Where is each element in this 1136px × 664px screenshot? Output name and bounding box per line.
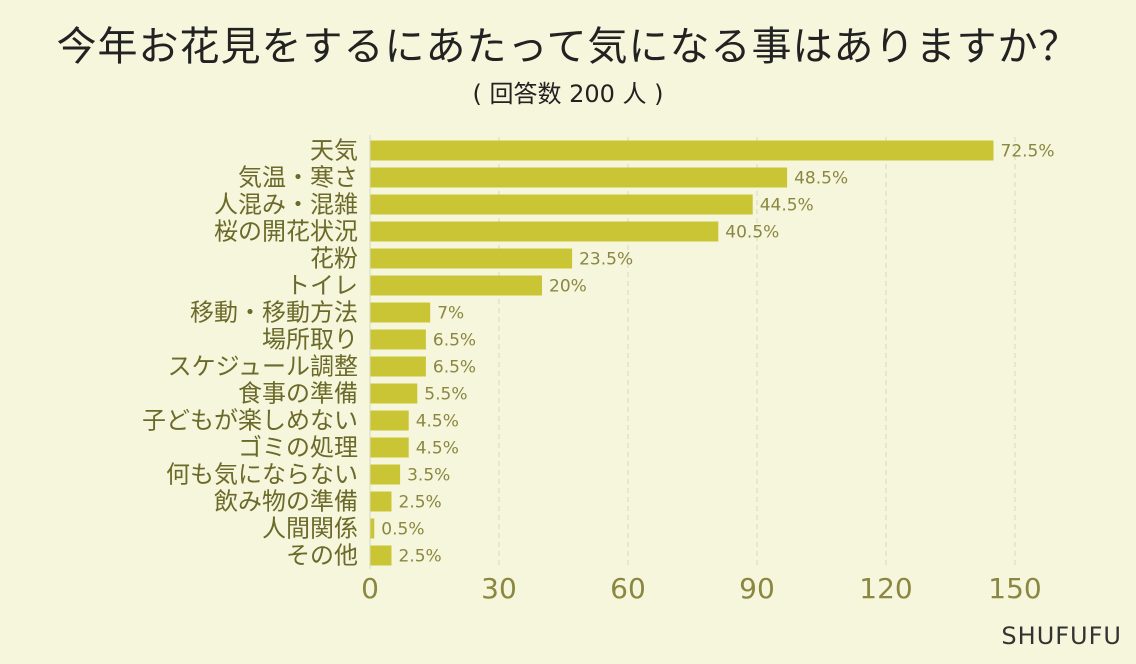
bar [370, 518, 375, 539]
x-tick-label: 90 [739, 572, 775, 605]
data-label: 23.5% [579, 250, 633, 270]
data-label: 20% [549, 277, 587, 297]
data-label: 40.5% [725, 223, 779, 243]
data-label: 44.5% [760, 196, 814, 216]
chart-subtitle: ( 回答数 200 人 ) [472, 80, 664, 108]
data-label: 2.5% [399, 493, 442, 513]
x-tick-label: 0 [361, 572, 379, 605]
x-tick-label: 30 [481, 572, 517, 605]
bar [370, 410, 409, 431]
category-label: その他 [286, 542, 358, 570]
bar [370, 383, 418, 404]
bar [370, 464, 401, 485]
bar [370, 491, 392, 512]
data-label: 4.5% [416, 439, 459, 459]
category-label: 飲み物の準備 [214, 488, 358, 516]
bar [370, 356, 426, 377]
brand-watermark: SHUFUFU [1001, 622, 1122, 650]
x-tick-label: 60 [610, 572, 646, 605]
category-label: 気温・寒さ [238, 164, 358, 192]
data-label: 5.5% [424, 385, 467, 405]
data-label: 6.5% [433, 331, 476, 351]
data-label: 6.5% [433, 358, 476, 378]
category-label: 何も気にならない [166, 461, 358, 489]
category-label: 桜の開花状況 [214, 218, 358, 246]
bar [370, 248, 573, 269]
category-label: スケジュール調整 [168, 353, 358, 381]
category-label: 天気 [310, 137, 358, 165]
bar [370, 302, 431, 323]
category-label: トイレ [286, 272, 358, 300]
data-label: 7% [437, 304, 464, 324]
category-label: 食事の準備 [238, 380, 358, 408]
data-label: 4.5% [416, 412, 459, 432]
bar [370, 140, 994, 161]
data-label: 0.5% [381, 520, 424, 540]
bar [370, 545, 392, 566]
bar [370, 275, 542, 296]
data-label: 72.5% [1001, 142, 1055, 162]
bar [370, 194, 753, 215]
x-tick-label: 120 [859, 572, 912, 605]
bar [370, 221, 719, 242]
chart-title: 今年お花見をするにあたって気になる事はありますか？ [56, 24, 1080, 70]
category-label: 子どもが楽しめない [142, 407, 358, 435]
category-label: ゴミの処理 [238, 434, 358, 462]
bar [370, 167, 788, 188]
category-label: 人混み・混雑 [214, 191, 358, 219]
category-label: 移動・移動方法 [190, 299, 358, 327]
bar [370, 437, 409, 458]
category-label: 人間関係 [262, 515, 358, 543]
bar [370, 329, 426, 350]
category-label: 場所取り [262, 326, 358, 354]
category-label: 花粉 [310, 245, 358, 273]
data-label: 2.5% [399, 547, 442, 567]
x-tick-label: 150 [988, 572, 1041, 605]
data-label: 3.5% [407, 466, 450, 486]
data-label: 48.5% [794, 169, 848, 189]
